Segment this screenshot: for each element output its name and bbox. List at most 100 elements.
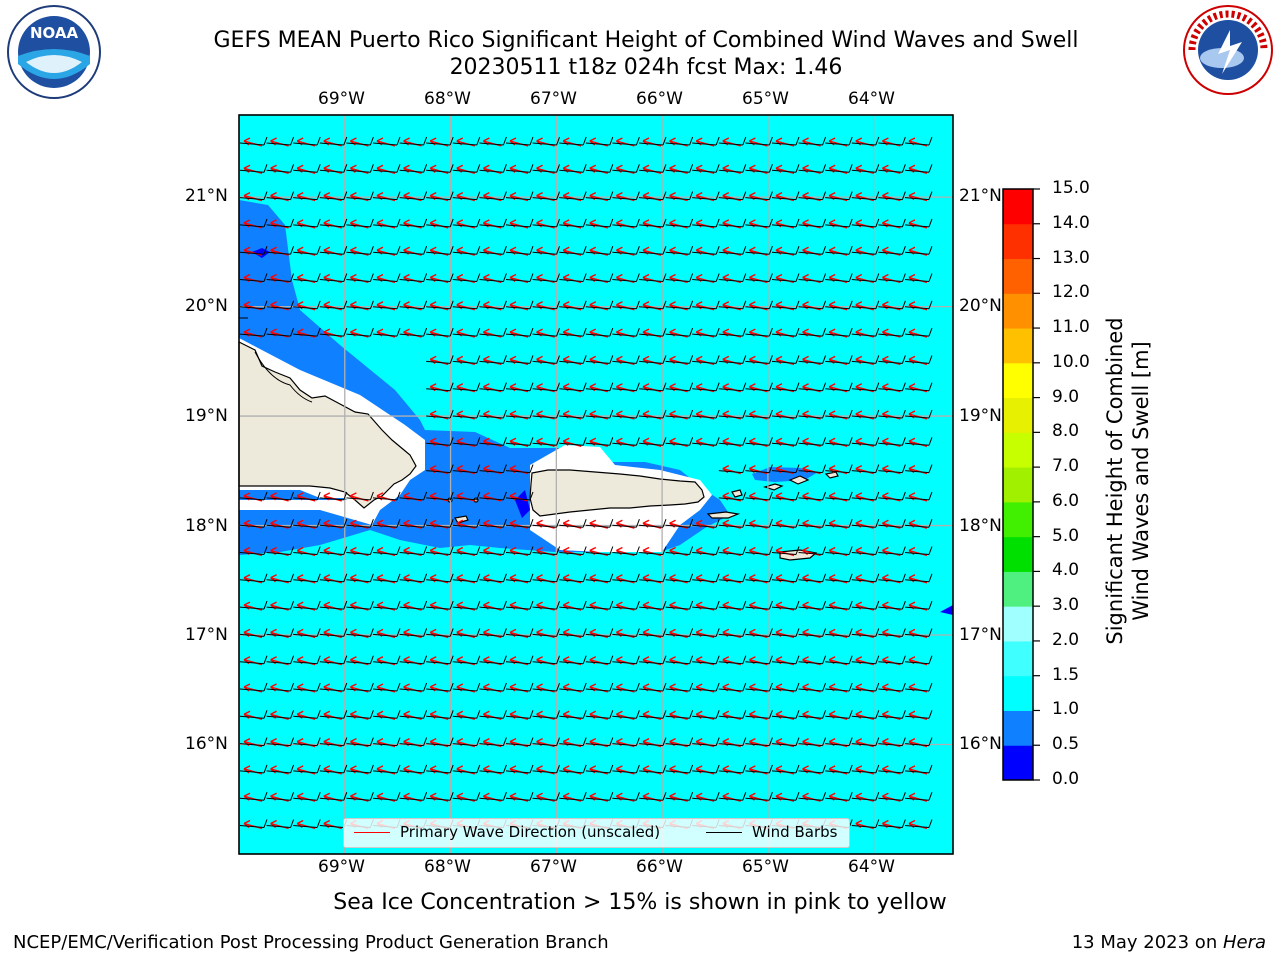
wave-direction-arrow (429, 546, 449, 557)
wave-direction-arrow (456, 410, 475, 420)
wind-barb (745, 682, 773, 692)
wave-direction-arrow (855, 410, 874, 420)
wind-barb (825, 737, 853, 747)
wave-direction-arrow (482, 574, 502, 584)
wave-direction-arrow (828, 574, 848, 584)
wave-direction-arrow (748, 574, 768, 584)
wind-barb (372, 600, 401, 610)
wind-barb (825, 382, 853, 392)
wave-direction-arrow (270, 519, 289, 529)
wind-barb (585, 764, 614, 774)
wave-direction-arrow (802, 437, 821, 447)
wind-barb (904, 136, 933, 146)
wave-direction-arrow (855, 656, 874, 666)
wind-barb (239, 682, 268, 692)
wave-direction-arrow (482, 792, 502, 802)
wind-barb (904, 327, 933, 337)
wind-barb (771, 191, 800, 201)
wave-direction-arrow (908, 437, 928, 447)
wave-direction-arrow (908, 383, 928, 393)
wind-barb (665, 655, 694, 665)
wave-direction-arrow (802, 492, 821, 502)
wind-barb (239, 710, 268, 719)
wave-direction-arrow (669, 792, 688, 802)
wave-direction-arrow (748, 328, 768, 338)
wave-direction-arrow (296, 792, 316, 802)
wind-barb (346, 491, 374, 501)
wind-barb (745, 136, 773, 146)
wave-direction-arrow (775, 246, 795, 256)
wave-direction-arrow (748, 383, 768, 393)
wave-direction-swatch (354, 831, 390, 833)
wave-direction-arrow (509, 301, 529, 311)
wave-direction-arrow (695, 137, 715, 147)
wind-barb (479, 409, 507, 419)
wind-barb (771, 164, 800, 173)
wind-barb (559, 300, 587, 310)
wave-direction-arrow (669, 601, 688, 611)
wave-direction-arrow (296, 819, 316, 830)
wind-barb (798, 218, 827, 228)
wave-direction-arrow (429, 164, 449, 174)
wind-barb (559, 682, 587, 692)
wave-direction-arrow (296, 137, 316, 147)
wind-barb (319, 300, 348, 310)
wave-direction-arrow (270, 819, 289, 830)
wave-direction-arrow (695, 574, 715, 584)
wind-barb (505, 764, 534, 774)
wind-barb (505, 327, 534, 337)
wind-barb (745, 409, 773, 419)
wind-barb (798, 273, 827, 282)
wave-direction-arrow (536, 628, 555, 639)
wave-direction-arrow (562, 437, 582, 447)
wind-barb (585, 546, 614, 555)
colorbar-band (1003, 675, 1033, 711)
wind-barb (718, 218, 747, 228)
wave-direction-arrow (323, 656, 342, 666)
wave-direction-arrow (615, 765, 635, 775)
wave-direction-arrow (243, 628, 263, 639)
wind-barb (851, 600, 880, 610)
wind-barb (585, 409, 614, 419)
wind-barb (479, 464, 507, 474)
lon-label-top-67w: 67°W (530, 89, 577, 109)
wave-direction-arrow (296, 710, 316, 720)
wind-barb (745, 792, 773, 801)
legend-entry-wave-direction: Primary Wave Direction (unscaled) (354, 823, 660, 841)
wave-direction-arrow (456, 765, 475, 775)
wave-direction-arrow (615, 191, 635, 202)
wave-direction-arrow (323, 137, 342, 147)
wave-direction-arrow (695, 710, 715, 720)
wave-direction-arrow (695, 737, 715, 748)
wave-direction-arrow (323, 519, 342, 529)
wave-direction-arrow (562, 765, 582, 775)
wave-direction-arrow (722, 464, 741, 475)
wind-barb (452, 327, 481, 337)
wind-barb (718, 764, 747, 774)
wave-direction-arrow (243, 492, 263, 502)
wind-barb (266, 546, 295, 555)
lat-label-right-21n: 21°N (959, 186, 1002, 206)
wind-barb (293, 682, 321, 692)
wind-barb (479, 628, 507, 637)
wind-barb (771, 246, 800, 255)
wave-direction-arrow (802, 656, 821, 666)
wave-direction-arrow (270, 246, 289, 256)
wave-direction-arrow (509, 683, 529, 693)
wave-direction-arrow (456, 355, 475, 366)
wave-direction-arrow (908, 765, 928, 775)
wind-barb (293, 519, 321, 528)
wind-barb (505, 273, 534, 282)
wind-barb (585, 437, 614, 446)
wave-direction-arrow (429, 492, 449, 502)
wind-barb (825, 273, 853, 282)
wave-direction-arrow (349, 273, 369, 284)
wind-barb (585, 600, 614, 610)
wind-barb (904, 655, 933, 665)
wind-barb (904, 218, 933, 228)
wind-barb (718, 300, 747, 310)
wind-barb (266, 682, 295, 692)
wave-direction-arrow (828, 737, 848, 748)
wave-direction-arrow (695, 164, 715, 174)
wave-direction-arrow (802, 410, 821, 420)
